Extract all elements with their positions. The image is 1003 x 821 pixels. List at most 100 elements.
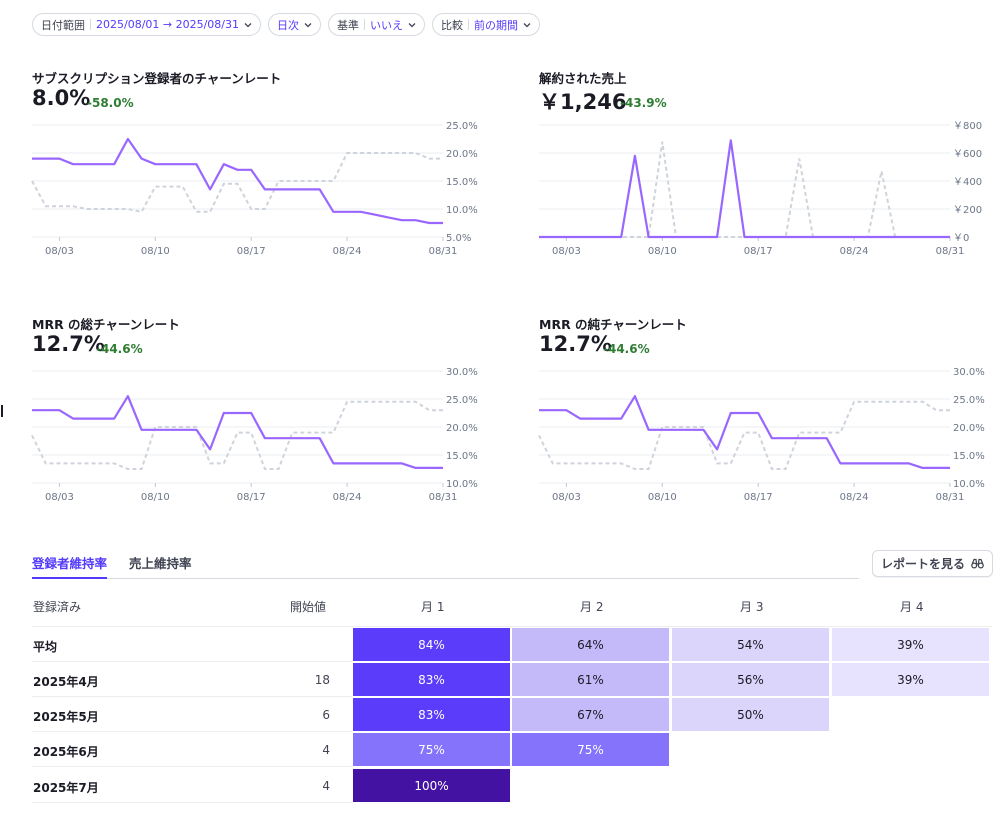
y-tick-label: 10.0%: [446, 479, 478, 490]
filter-bar: 日付範囲 2025/08/01 → 2025/08/31 日次 基準 いいえ 比…: [32, 13, 541, 36]
y-tick-label: ￥800: [953, 121, 982, 132]
header-month-4: 月 4: [900, 600, 924, 614]
cohort-row-label: 2025年4月: [33, 675, 99, 689]
chart-title: MRR の総チャーンレート: [32, 317, 180, 332]
y-tick-label: 20.0%: [953, 423, 985, 434]
retention-cell: 75%: [512, 733, 669, 766]
retention-tabs: 登録者維持率 売上維持率: [32, 553, 859, 579]
churned-revenue-card[interactable]: 解約された売上 ￥1,246 -43.9% ￥800 ￥600 ￥400 ￥200 ￥0…: [539, 68, 999, 268]
retention-cell: 83%: [353, 698, 510, 731]
previous-period-series: [538, 400, 950, 470]
chart-title: MRR の純チャーンレート: [539, 317, 687, 332]
x-tick-label: 08/03: [552, 492, 581, 503]
row-divider: [32, 731, 352, 732]
cohort-row-start: 4: [322, 779, 330, 793]
y-tick-label: 20.0%: [446, 149, 478, 160]
net-mrr-churn-chart: 30.0% 25.0% 20.0% 15.0% 10.0% 08/03 08/10 08/17…: [538, 367, 985, 503]
current-period-series: [32, 395, 443, 470]
x-tick-label: 08/31: [429, 492, 458, 503]
header-registered: 登録済み: [33, 600, 82, 614]
retention-cell: 64%: [512, 628, 669, 661]
metric-delta: -58.0%: [87, 96, 134, 110]
interval-filter[interactable]: 日次: [268, 13, 322, 36]
retention-cell: 61%: [512, 663, 669, 696]
row-divider: [32, 626, 992, 627]
retention-cell: 100%: [353, 769, 510, 802]
previous-period-series: [31, 400, 443, 470]
y-tick-label: 10.0%: [446, 205, 478, 216]
churned-revenue-chart: ￥800 ￥600 ￥400 ￥200 ￥0 08/03 08/10 08/17 08/24 08…: [539, 121, 982, 257]
current-period-series: [539, 139, 950, 239]
x-tick-label: 08/03: [45, 492, 74, 503]
x-tick-label: 08/31: [936, 246, 965, 257]
subscriber-churn-card[interactable]: サブスクリプション登録者のチャーンレート 8.0% -58.0% 25.0% 20…: [31, 68, 492, 268]
baseline-value: いいえ: [370, 18, 404, 32]
x-tick-label: 08/03: [45, 246, 74, 257]
filter-divider: [90, 19, 91, 30]
cohort-row-start: 4: [322, 743, 330, 757]
cohort-row-label: 2025年5月: [33, 710, 99, 724]
cohort-row-start: 18: [314, 673, 330, 687]
y-tick-label: 30.0%: [446, 367, 478, 378]
compare-value: 前の期間: [474, 18, 519, 32]
y-tick-label: 25.0%: [953, 395, 985, 406]
current-period-series: [32, 137, 443, 225]
retention-cell: 67%: [512, 698, 669, 731]
retention-cell: 75%: [353, 733, 510, 766]
chart-title: サブスクリプション登録者のチャーンレート: [32, 71, 282, 86]
x-tick-label: 08/10: [648, 246, 677, 257]
text-cursor: [1, 405, 3, 417]
metric-delta: -43.9%: [620, 96, 667, 110]
cohort-row-label: 2025年6月: [33, 745, 99, 759]
x-tick-label: 08/17: [744, 246, 773, 257]
metric-value: ￥1,246: [539, 90, 627, 114]
y-tick-label: 15.0%: [446, 177, 478, 188]
retention-cell: 39%: [832, 663, 989, 696]
y-tick-label: 25.0%: [446, 121, 478, 132]
y-tick-label: ￥200: [953, 205, 982, 216]
binoculars-icon: [971, 558, 984, 569]
cohort-row-label: 平均: [33, 640, 58, 654]
x-tick-label: 08/24: [840, 492, 869, 503]
chevron-down-icon: [304, 22, 312, 27]
header-month-2: 月 2: [580, 600, 604, 614]
row-divider: [32, 696, 352, 697]
x-tick-label: 08/31: [936, 492, 965, 503]
metric-delta: -44.6%: [96, 342, 143, 356]
x-tick-label: 08/24: [840, 246, 869, 257]
x-tick-label: 08/17: [237, 246, 266, 257]
baseline-filter[interactable]: 基準 いいえ: [328, 13, 426, 36]
tab-revenue-retention[interactable]: 売上維持率: [129, 556, 192, 571]
y-tick-label: 30.0%: [953, 367, 985, 378]
chevron-down-icon: [244, 22, 252, 27]
retention-cell: 84%: [353, 628, 510, 661]
metric-value: 12.7%: [539, 332, 612, 356]
tab-subscriber-retention[interactable]: 登録者維持率: [32, 553, 108, 579]
net-mrr-churn-card[interactable]: MRR の純チャーンレート 12.7% -44.6% 30.0% 25.0% 20.…: [538, 314, 999, 514]
y-tick-label: 15.0%: [446, 451, 478, 462]
x-tick-label: 08/17: [237, 492, 266, 503]
previous-period-series: [31, 152, 443, 213]
cohort-row-start: 6: [322, 708, 330, 722]
retention-cell: 39%: [832, 628, 989, 661]
view-report-label: レポートを見る: [880, 557, 965, 571]
header-month-3: 月 3: [740, 600, 764, 614]
gross-mrr-churn-card[interactable]: MRR の総チャーンレート 12.7% -44.6% 30.0% 25.0% 20.…: [31, 314, 492, 514]
header-start-value: 開始値: [290, 600, 327, 614]
compare-label: 比較: [441, 18, 464, 32]
previous-period-series: [539, 141, 950, 238]
y-tick-label: 10.0%: [953, 479, 985, 490]
x-tick-label: 08/24: [333, 246, 362, 257]
subscriber-churn-chart: 25.0% 20.0% 15.0% 10.0% 5.0% 08/03 08/10 08/17 0…: [31, 121, 478, 257]
date-range-filter[interactable]: 日付範囲 2025/08/01 → 2025/08/31: [32, 13, 262, 36]
y-tick-label: 25.0%: [446, 395, 478, 406]
y-tick-label: ￥400: [953, 177, 982, 188]
y-tick-label: ￥0: [953, 233, 969, 244]
chevron-down-icon: [523, 22, 531, 27]
retention-cell: 56%: [672, 663, 829, 696]
compare-filter[interactable]: 比較 前の期間: [432, 13, 541, 36]
row-divider: [32, 766, 352, 767]
view-report-button[interactable]: レポートを見る: [872, 550, 993, 577]
x-tick-label: 08/17: [744, 492, 773, 503]
chart-title: 解約された売上: [539, 71, 627, 86]
